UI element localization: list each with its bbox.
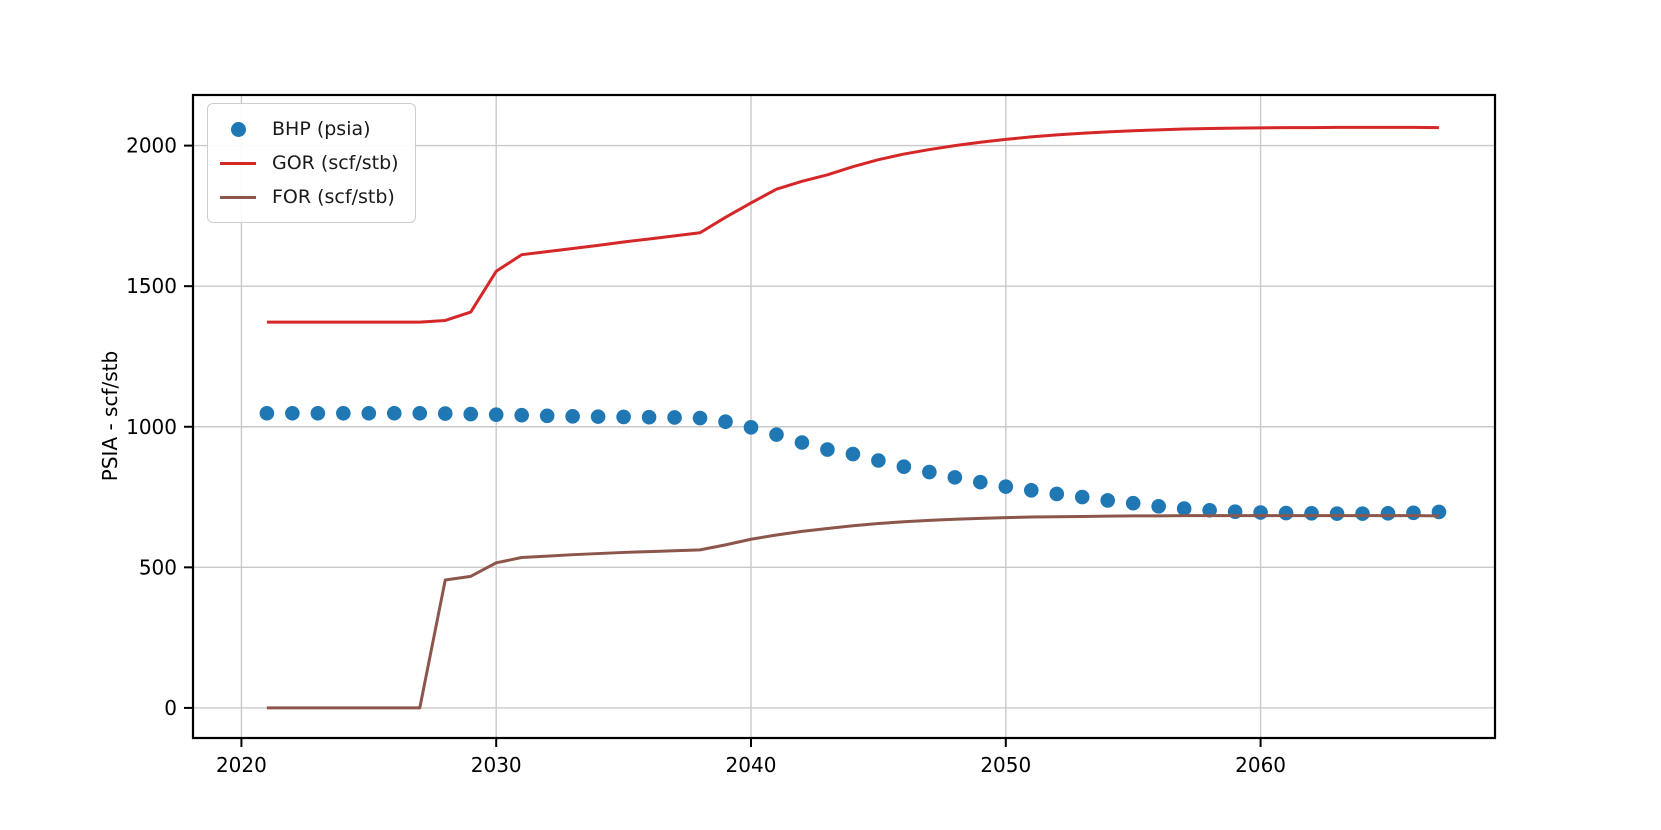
y-tick-label: 2000 bbox=[126, 134, 177, 158]
legend-label-bhp: BHP (psia) bbox=[272, 118, 371, 140]
y-tick-label: 500 bbox=[139, 555, 177, 579]
x-tick-label: 2050 bbox=[980, 753, 1031, 777]
legend-label-gor: GOR (scf/stb) bbox=[272, 152, 399, 174]
series-bhp bbox=[259, 405, 1447, 521]
legend-item-bhp: BHP (psia) bbox=[220, 112, 399, 146]
x-tick-label: 2040 bbox=[726, 753, 777, 777]
axis-ticks: 2020 2030 2040 2050 2060 0 500 1000 1500 2000 bbox=[126, 134, 1286, 777]
x-tick-label: 2030 bbox=[471, 753, 522, 777]
legend: BHP (psia) GOR (scf/stb) FOR (scf/stb) bbox=[207, 103, 416, 223]
y-axis-label: PSIA - scf/stb bbox=[98, 350, 122, 482]
y-tick-label: 0 bbox=[164, 696, 177, 720]
series-for bbox=[266, 514, 1439, 710]
legend-item-gor: GOR (scf/stb) bbox=[220, 146, 399, 180]
series-gor bbox=[266, 125, 1439, 324]
bhp-scatter-marker-icon bbox=[230, 121, 246, 137]
gor-line-marker-icon bbox=[220, 161, 256, 165]
y-tick-label: 1000 bbox=[126, 415, 177, 439]
y-tick-label: 1500 bbox=[126, 274, 177, 298]
legend-label-for: FOR (scf/stb) bbox=[272, 186, 395, 208]
legend-item-for: FOR (scf/stb) bbox=[220, 180, 399, 214]
x-tick-label: 2020 bbox=[216, 753, 267, 777]
for-line-marker-icon bbox=[220, 195, 256, 199]
plot-border bbox=[191, 93, 1497, 740]
x-tick-label: 2060 bbox=[1235, 753, 1286, 777]
